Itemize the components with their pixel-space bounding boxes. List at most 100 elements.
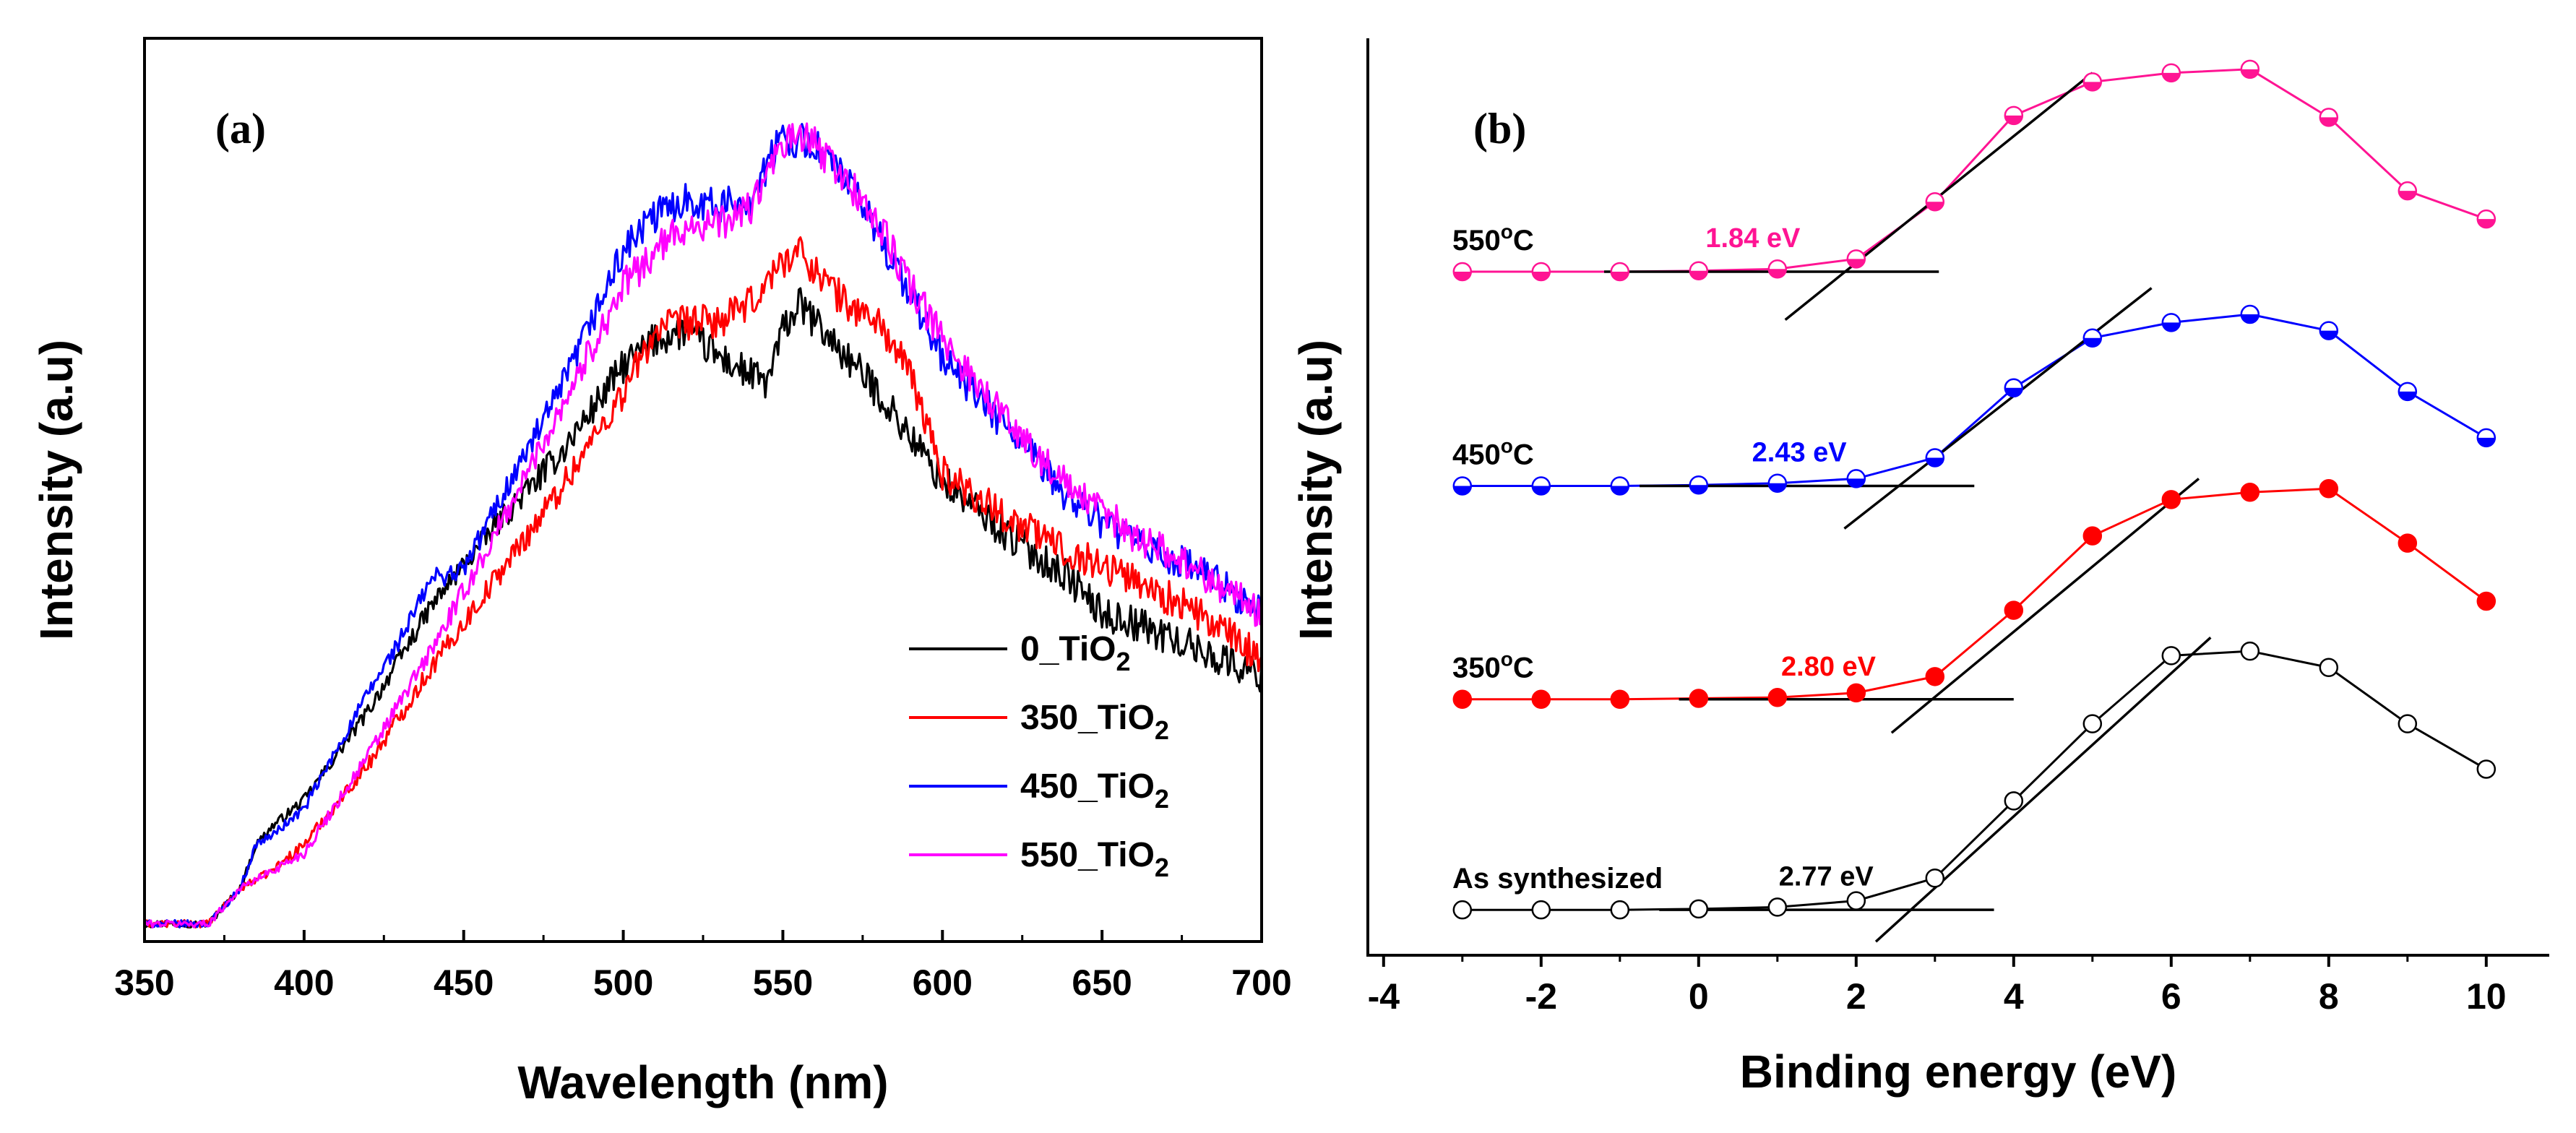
data-point-as-synthesized <box>2161 646 2181 665</box>
marker-half-fill <box>1768 483 1786 492</box>
series-line-350oc <box>1462 487 2487 701</box>
panel-b-y-axis-title: Intensity (a.u) <box>1290 340 1342 640</box>
panel-b-series-layer <box>1452 59 2497 943</box>
data-point-450oc <box>1531 476 1551 496</box>
marker-half-fill <box>1926 202 1944 211</box>
marker-outline <box>2161 646 2181 665</box>
data-point-450oc <box>1846 469 1866 488</box>
data-point-550oc <box>1767 259 1788 279</box>
panel-a-series-layer <box>143 122 1263 929</box>
data-point-350oc <box>1767 687 1788 707</box>
data-point-350oc <box>1452 689 1473 709</box>
x-tick-label: 350 <box>114 962 174 1003</box>
marker-half-fill <box>2319 117 2338 126</box>
data-point-550oc <box>2004 105 2024 126</box>
marker-outline <box>1610 900 1630 920</box>
data-point-450oc <box>1689 475 1709 495</box>
data-point-550oc <box>1925 192 1945 212</box>
marker-fill <box>2398 533 2418 553</box>
series-label-as-synthesized: As synthesized <box>1452 863 1663 895</box>
marker-fill <box>1689 689 1709 708</box>
data-point-350oc <box>2240 483 2260 502</box>
series-label-degree: o <box>1501 434 1513 457</box>
data-point-350oc <box>2476 591 2497 611</box>
tangent-fit-as-synthesized <box>1874 636 2212 943</box>
x-tick-label: 6 <box>2161 976 2181 1017</box>
data-point-450oc <box>1925 448 1945 468</box>
data-point-350oc <box>2082 526 2103 546</box>
series-label-unit: C <box>1513 225 1534 257</box>
data-point-as-synthesized <box>1767 897 1788 917</box>
data-point-350oc <box>2398 533 2418 553</box>
x-tick-label: 600 <box>913 962 973 1003</box>
x-tick-label: 2 <box>1846 976 1866 1017</box>
data-point-350oc <box>1846 683 1866 703</box>
series-label-450oc: 450oC <box>1452 434 1534 470</box>
series-label-degree: o <box>1501 648 1513 671</box>
data-point-as-synthesized <box>1452 900 1473 920</box>
x-tick-label: 400 <box>274 962 334 1003</box>
data-point-as-synthesized <box>2398 714 2418 733</box>
marker-outline <box>2004 791 2024 811</box>
legend-label-main: 0_TiO <box>1020 630 1116 668</box>
tangent-fit-450oc <box>1843 287 2153 530</box>
data-point-as-synthesized <box>1846 891 1866 910</box>
marker-outline <box>2398 714 2418 733</box>
panel-b-x-ticks: -4 -2 0 2 4 6 8 10 <box>1368 955 2507 1017</box>
marker-half-fill <box>2398 391 2416 400</box>
x-tick-label: -2 <box>1525 976 1557 1017</box>
data-point-450oc <box>2082 328 2103 348</box>
marker-fill <box>2319 479 2339 499</box>
legend-label-350-tio2: 350_TiO2 <box>1020 699 1169 745</box>
marker-outline <box>1846 891 1866 910</box>
marker-fill <box>2476 591 2497 611</box>
marker-fill <box>1925 667 1945 686</box>
series-label-350oc: 350oC <box>1452 648 1534 684</box>
data-point-as-synthesized <box>2476 759 2497 779</box>
data-point-450oc <box>1452 476 1473 496</box>
marker-fill <box>1767 687 1788 707</box>
panel-a-label: (a) <box>215 105 266 152</box>
x-tick-label: 0 <box>1689 976 1709 1017</box>
marker-half-fill <box>2083 82 2101 91</box>
marker-fill <box>2004 600 2024 620</box>
marker-half-fill <box>1611 486 1629 495</box>
marker-outline <box>1925 868 1945 888</box>
data-point-as-synthesized <box>2240 641 2260 661</box>
tangent-fit-350oc <box>1890 478 2200 734</box>
series-line-550-tio2 <box>143 122 1263 929</box>
data-point-as-synthesized <box>2319 658 2339 677</box>
data-point-450oc <box>2476 428 2497 448</box>
marker-half-fill <box>2477 437 2495 447</box>
data-point-550oc <box>2161 63 2181 83</box>
legend-label-subscript: 2 <box>1155 784 1169 814</box>
data-point-450oc <box>2161 313 2181 332</box>
series-label-unit: C <box>1513 439 1534 470</box>
marker-half-fill <box>2083 337 2101 347</box>
data-point-550oc <box>1452 262 1473 282</box>
marker-fill <box>1610 689 1630 709</box>
x-tick-label: 10 <box>2466 976 2507 1017</box>
marker-half-fill <box>1768 269 1786 278</box>
panel-b-axes <box>1366 38 2549 957</box>
series-label-unit: C <box>1513 652 1534 684</box>
marker-half-fill <box>2162 322 2180 332</box>
marker-half-fill <box>1532 271 1550 280</box>
data-point-450oc <box>1767 473 1788 493</box>
data-point-350oc <box>1689 689 1709 708</box>
marker-outline <box>2476 759 2497 779</box>
data-point-550oc <box>2476 209 2497 229</box>
data-point-550oc <box>1531 262 1551 282</box>
marker-outline <box>2240 641 2260 661</box>
legend-label-550-tio2: 550_TiO2 <box>1020 836 1169 882</box>
marker-outline <box>2082 714 2103 733</box>
series-label-main: As synthesized <box>1452 863 1663 895</box>
x-tick-label: 550 <box>753 962 813 1003</box>
series-line-0-tio2 <box>143 287 1263 929</box>
x-tick-label: 450 <box>434 962 494 1003</box>
x-tick-label: 8 <box>2319 976 2339 1017</box>
marker-half-fill <box>2398 191 2416 200</box>
data-point-450oc <box>2004 378 2024 398</box>
